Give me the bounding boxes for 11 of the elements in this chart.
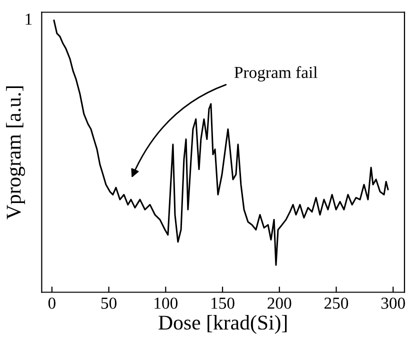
annotation: Program fail	[234, 66, 318, 82]
x-axis-title: Dose [krad(Si)]	[158, 315, 287, 334]
x-tick-label: 300	[381, 298, 405, 309]
x-tick-label: 150	[211, 298, 234, 309]
x-tick-label: 50	[101, 298, 116, 309]
y-axis-title: Vprogram [a.u.]	[6, 86, 26, 220]
x-tick-label: 250	[324, 298, 348, 309]
x-tick-label: 100	[154, 298, 178, 309]
x-tick-label: 200	[268, 298, 292, 309]
text: 1	[26, 14, 32, 25]
x-tick-label: 0	[48, 298, 56, 309]
